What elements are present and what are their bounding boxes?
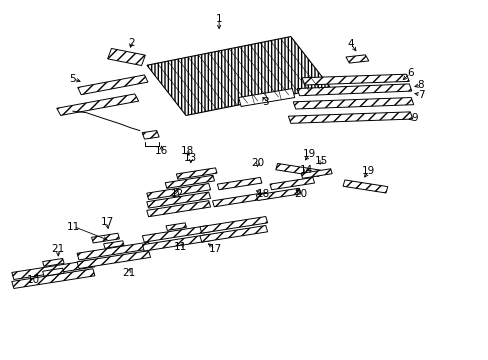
Text: 10: 10 xyxy=(27,275,41,285)
Text: 8: 8 xyxy=(417,80,424,90)
Polygon shape xyxy=(91,233,119,243)
Polygon shape xyxy=(275,163,320,176)
Polygon shape xyxy=(269,177,314,190)
Polygon shape xyxy=(77,251,150,269)
Polygon shape xyxy=(142,234,210,251)
Text: 6: 6 xyxy=(406,68,413,78)
Polygon shape xyxy=(200,225,267,242)
Polygon shape xyxy=(12,260,95,279)
Text: 20: 20 xyxy=(251,158,264,168)
Text: 16: 16 xyxy=(155,145,168,156)
Text: 9: 9 xyxy=(410,113,417,123)
Text: 1: 1 xyxy=(215,14,222,24)
Text: 14: 14 xyxy=(300,165,313,175)
Polygon shape xyxy=(146,192,210,208)
Polygon shape xyxy=(42,268,64,276)
Polygon shape xyxy=(165,175,214,188)
Polygon shape xyxy=(256,188,300,201)
Polygon shape xyxy=(142,225,210,242)
Text: 18: 18 xyxy=(256,189,269,199)
Polygon shape xyxy=(301,169,331,178)
Polygon shape xyxy=(57,94,139,116)
Polygon shape xyxy=(146,184,210,199)
Text: 7: 7 xyxy=(417,90,424,100)
Text: 2: 2 xyxy=(128,38,134,48)
Text: 21: 21 xyxy=(122,267,135,278)
Text: 17: 17 xyxy=(100,217,113,227)
Text: 13: 13 xyxy=(184,153,197,163)
Text: 5: 5 xyxy=(69,74,76,84)
Text: 15: 15 xyxy=(314,156,327,166)
Polygon shape xyxy=(12,269,95,288)
Text: 21: 21 xyxy=(52,244,65,254)
Text: 19: 19 xyxy=(362,166,375,176)
Text: 20: 20 xyxy=(293,189,306,199)
Text: 4: 4 xyxy=(347,39,353,49)
Polygon shape xyxy=(77,242,150,260)
Polygon shape xyxy=(288,112,412,123)
Polygon shape xyxy=(42,258,64,266)
Polygon shape xyxy=(176,168,217,179)
Polygon shape xyxy=(343,180,387,193)
Text: 19: 19 xyxy=(303,149,316,159)
Polygon shape xyxy=(302,74,408,85)
Polygon shape xyxy=(78,75,148,95)
Polygon shape xyxy=(212,193,266,207)
Polygon shape xyxy=(166,223,186,230)
Text: 18: 18 xyxy=(180,146,193,156)
Polygon shape xyxy=(217,177,262,190)
Polygon shape xyxy=(345,55,368,63)
Text: 12: 12 xyxy=(170,189,183,199)
Text: 17: 17 xyxy=(208,244,222,254)
Polygon shape xyxy=(200,216,267,233)
Polygon shape xyxy=(103,241,124,248)
Polygon shape xyxy=(147,37,329,116)
Polygon shape xyxy=(146,201,210,217)
Text: 11: 11 xyxy=(173,242,186,252)
Polygon shape xyxy=(238,89,294,107)
Text: 3: 3 xyxy=(261,97,268,107)
Polygon shape xyxy=(142,131,159,139)
Polygon shape xyxy=(293,98,413,109)
Bar xyxy=(107,49,145,66)
Text: 11: 11 xyxy=(67,222,81,231)
Polygon shape xyxy=(297,84,411,96)
